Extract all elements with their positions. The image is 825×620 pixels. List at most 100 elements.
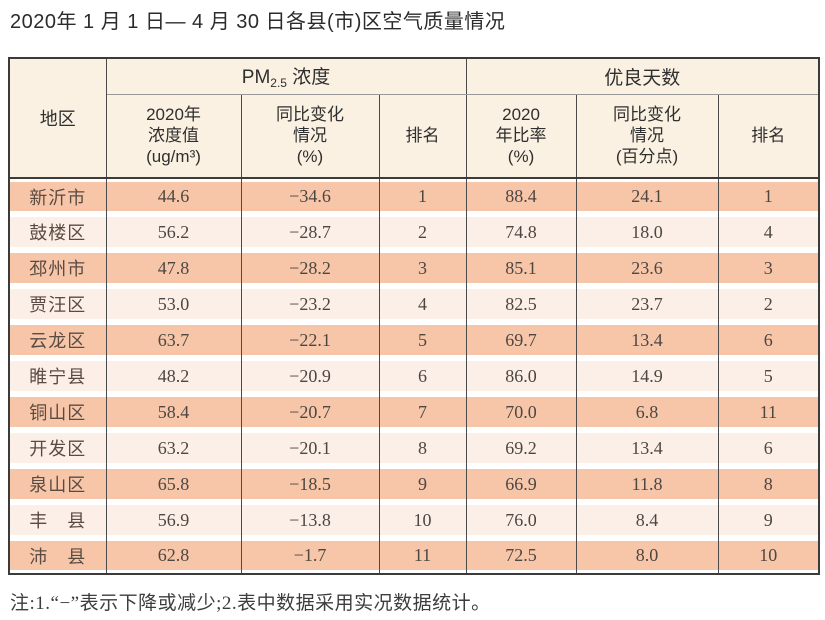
subheader-pm-value: 2020年 浓度值 (ug/m³)	[105, 94, 242, 179]
table-row: 沛 县 62.8 −1.7 11 72.5 8.0 10	[8, 538, 820, 574]
pm-change-cell: −23.2	[240, 286, 380, 322]
pm-change-cell: −34.6	[240, 178, 380, 214]
pm-value-cell: 53.0	[105, 286, 242, 322]
pm25-label-suffix: 浓度	[286, 67, 331, 89]
pm-change-cell: −20.9	[240, 358, 380, 394]
pm-value-cell: 56.9	[105, 502, 242, 538]
group-header-good-days: 优良天数	[465, 58, 820, 95]
pm-rank-cell: 2	[378, 214, 467, 250]
region-cell: 鼓楼区	[8, 214, 107, 250]
rate-rank-cell: 4	[717, 214, 820, 250]
rate-rank-cell: 3	[717, 250, 820, 286]
rate-change-cell: 13.4	[575, 322, 719, 358]
region-cell: 睢宁县	[8, 358, 107, 394]
pm-rank-cell: 9	[378, 466, 467, 502]
table-row: 泉山区 65.8 −18.5 9 66.9 11.8 8	[8, 466, 820, 502]
pm-rank-cell: 6	[378, 358, 467, 394]
region-cell: 邳州市	[8, 250, 107, 286]
rate-cell: 76.0	[465, 502, 577, 538]
pm-value-cell: 63.7	[105, 322, 242, 358]
pm25-label-prefix: PM	[241, 67, 271, 89]
pm-change-cell: −13.8	[240, 502, 380, 538]
pm25-label-subscript: 2.5	[270, 76, 287, 91]
pm-change-cell: −20.7	[240, 394, 380, 430]
region-cell: 泉山区	[8, 466, 107, 502]
rate-cell: 70.0	[465, 394, 577, 430]
footnote: 注:1.“−”表示下降或减少;2.表中数据采用实况数据统计。	[10, 593, 491, 614]
rate-change-cell: 11.8	[575, 466, 719, 502]
pm-value-cell: 58.4	[105, 394, 242, 430]
pm-rank-cell: 1	[378, 178, 467, 214]
table-header: 地区 PM2.5 浓度 优良天数 2020年 浓度值 (ug/m³) 同比变化 …	[8, 58, 820, 179]
rate-cell: 69.2	[465, 430, 577, 466]
rate-change-cell: 18.0	[575, 214, 719, 250]
rate-rank-cell: 10	[717, 538, 820, 574]
subheader-rate: 2020 年比率 (%)	[465, 94, 577, 179]
rate-change-cell: 8.0	[575, 538, 719, 574]
pm-rank-cell: 10	[378, 502, 467, 538]
rate-cell: 74.8	[465, 214, 577, 250]
pm-change-cell: −20.1	[240, 430, 380, 466]
rate-cell: 82.5	[465, 286, 577, 322]
table-row: 云龙区 63.7 −22.1 5 69.7 13.4 6	[8, 322, 820, 358]
table-row: 贾汪区 53.0 −23.2 4 82.5 23.7 2	[8, 286, 820, 322]
pm-rank-cell: 11	[378, 538, 467, 574]
rate-change-cell: 6.8	[575, 394, 719, 430]
subheader-pm-change: 同比变化 情况 (%)	[240, 94, 380, 179]
pm-change-cell: −18.5	[240, 466, 380, 502]
rate-cell: 72.5	[465, 538, 577, 574]
pm-value-cell: 63.2	[105, 430, 242, 466]
region-cell: 丰 县	[8, 502, 107, 538]
pm-value-cell: 65.8	[105, 466, 242, 502]
region-cell: 云龙区	[8, 322, 107, 358]
pm-change-cell: −1.7	[240, 538, 380, 574]
pm-rank-cell: 8	[378, 430, 467, 466]
table-row: 鼓楼区 56.2 −28.7 2 74.8 18.0 4	[8, 214, 820, 250]
pm-value-cell: 48.2	[105, 358, 242, 394]
rate-change-cell: 8.4	[575, 502, 719, 538]
rate-cell: 85.1	[465, 250, 577, 286]
pm-change-cell: −28.2	[240, 250, 380, 286]
rate-change-cell: 14.9	[575, 358, 719, 394]
rate-change-cell: 24.1	[575, 178, 719, 214]
pm-value-cell: 56.2	[105, 214, 242, 250]
pm-rank-cell: 4	[378, 286, 467, 322]
rate-change-cell: 13.4	[575, 430, 719, 466]
rate-rank-cell: 2	[717, 286, 820, 322]
table-body: 新沂市 44.6 −34.6 1 88.4 24.1 1 鼓楼区 56.2 −2…	[8, 178, 820, 574]
rate-change-cell: 23.6	[575, 250, 719, 286]
rate-rank-cell: 9	[717, 502, 820, 538]
pm-rank-cell: 7	[378, 394, 467, 430]
table-row: 邳州市 47.8 −28.2 3 85.1 23.6 3	[8, 250, 820, 286]
rate-rank-cell: 6	[717, 322, 820, 358]
region-cell: 贾汪区	[8, 286, 107, 322]
rate-rank-cell: 11	[717, 394, 820, 430]
rate-rank-cell: 8	[717, 466, 820, 502]
rate-cell: 69.7	[465, 322, 577, 358]
pm-value-cell: 44.6	[105, 178, 242, 214]
pm-value-cell: 47.8	[105, 250, 242, 286]
region-cell: 开发区	[8, 430, 107, 466]
table-row: 新沂市 44.6 −34.6 1 88.4 24.1 1	[8, 178, 820, 214]
page-title: 2020年 1 月 1 日— 4 月 30 日各县(市)区空气质量情况	[10, 11, 506, 33]
rate-rank-cell: 5	[717, 358, 820, 394]
rate-cell: 86.0	[465, 358, 577, 394]
rate-cell: 66.9	[465, 466, 577, 502]
table-row: 睢宁县 48.2 −20.9 6 86.0 14.9 5	[8, 358, 820, 394]
header-region: 地区	[8, 58, 107, 179]
table-row: 开发区 63.2 −20.1 8 69.2 13.4 6	[8, 430, 820, 466]
group-header-pm25: PM2.5 浓度	[105, 58, 467, 95]
subheader-pm-rank: 排名	[378, 94, 467, 179]
pm-rank-cell: 3	[378, 250, 467, 286]
region-cell: 新沂市	[8, 178, 107, 214]
rate-cell: 88.4	[465, 178, 577, 214]
rate-rank-cell: 1	[717, 178, 820, 214]
pm-value-cell: 62.8	[105, 538, 242, 574]
pm-change-cell: −28.7	[240, 214, 380, 250]
subheader-rate-change: 同比变化 情况 (百分点)	[575, 94, 719, 179]
table-row: 丰 县 56.9 −13.8 10 76.0 8.4 9	[8, 502, 820, 538]
subheader-rate-rank: 排名	[717, 94, 820, 179]
region-cell: 沛 县	[8, 538, 107, 574]
region-cell: 铜山区	[8, 394, 107, 430]
